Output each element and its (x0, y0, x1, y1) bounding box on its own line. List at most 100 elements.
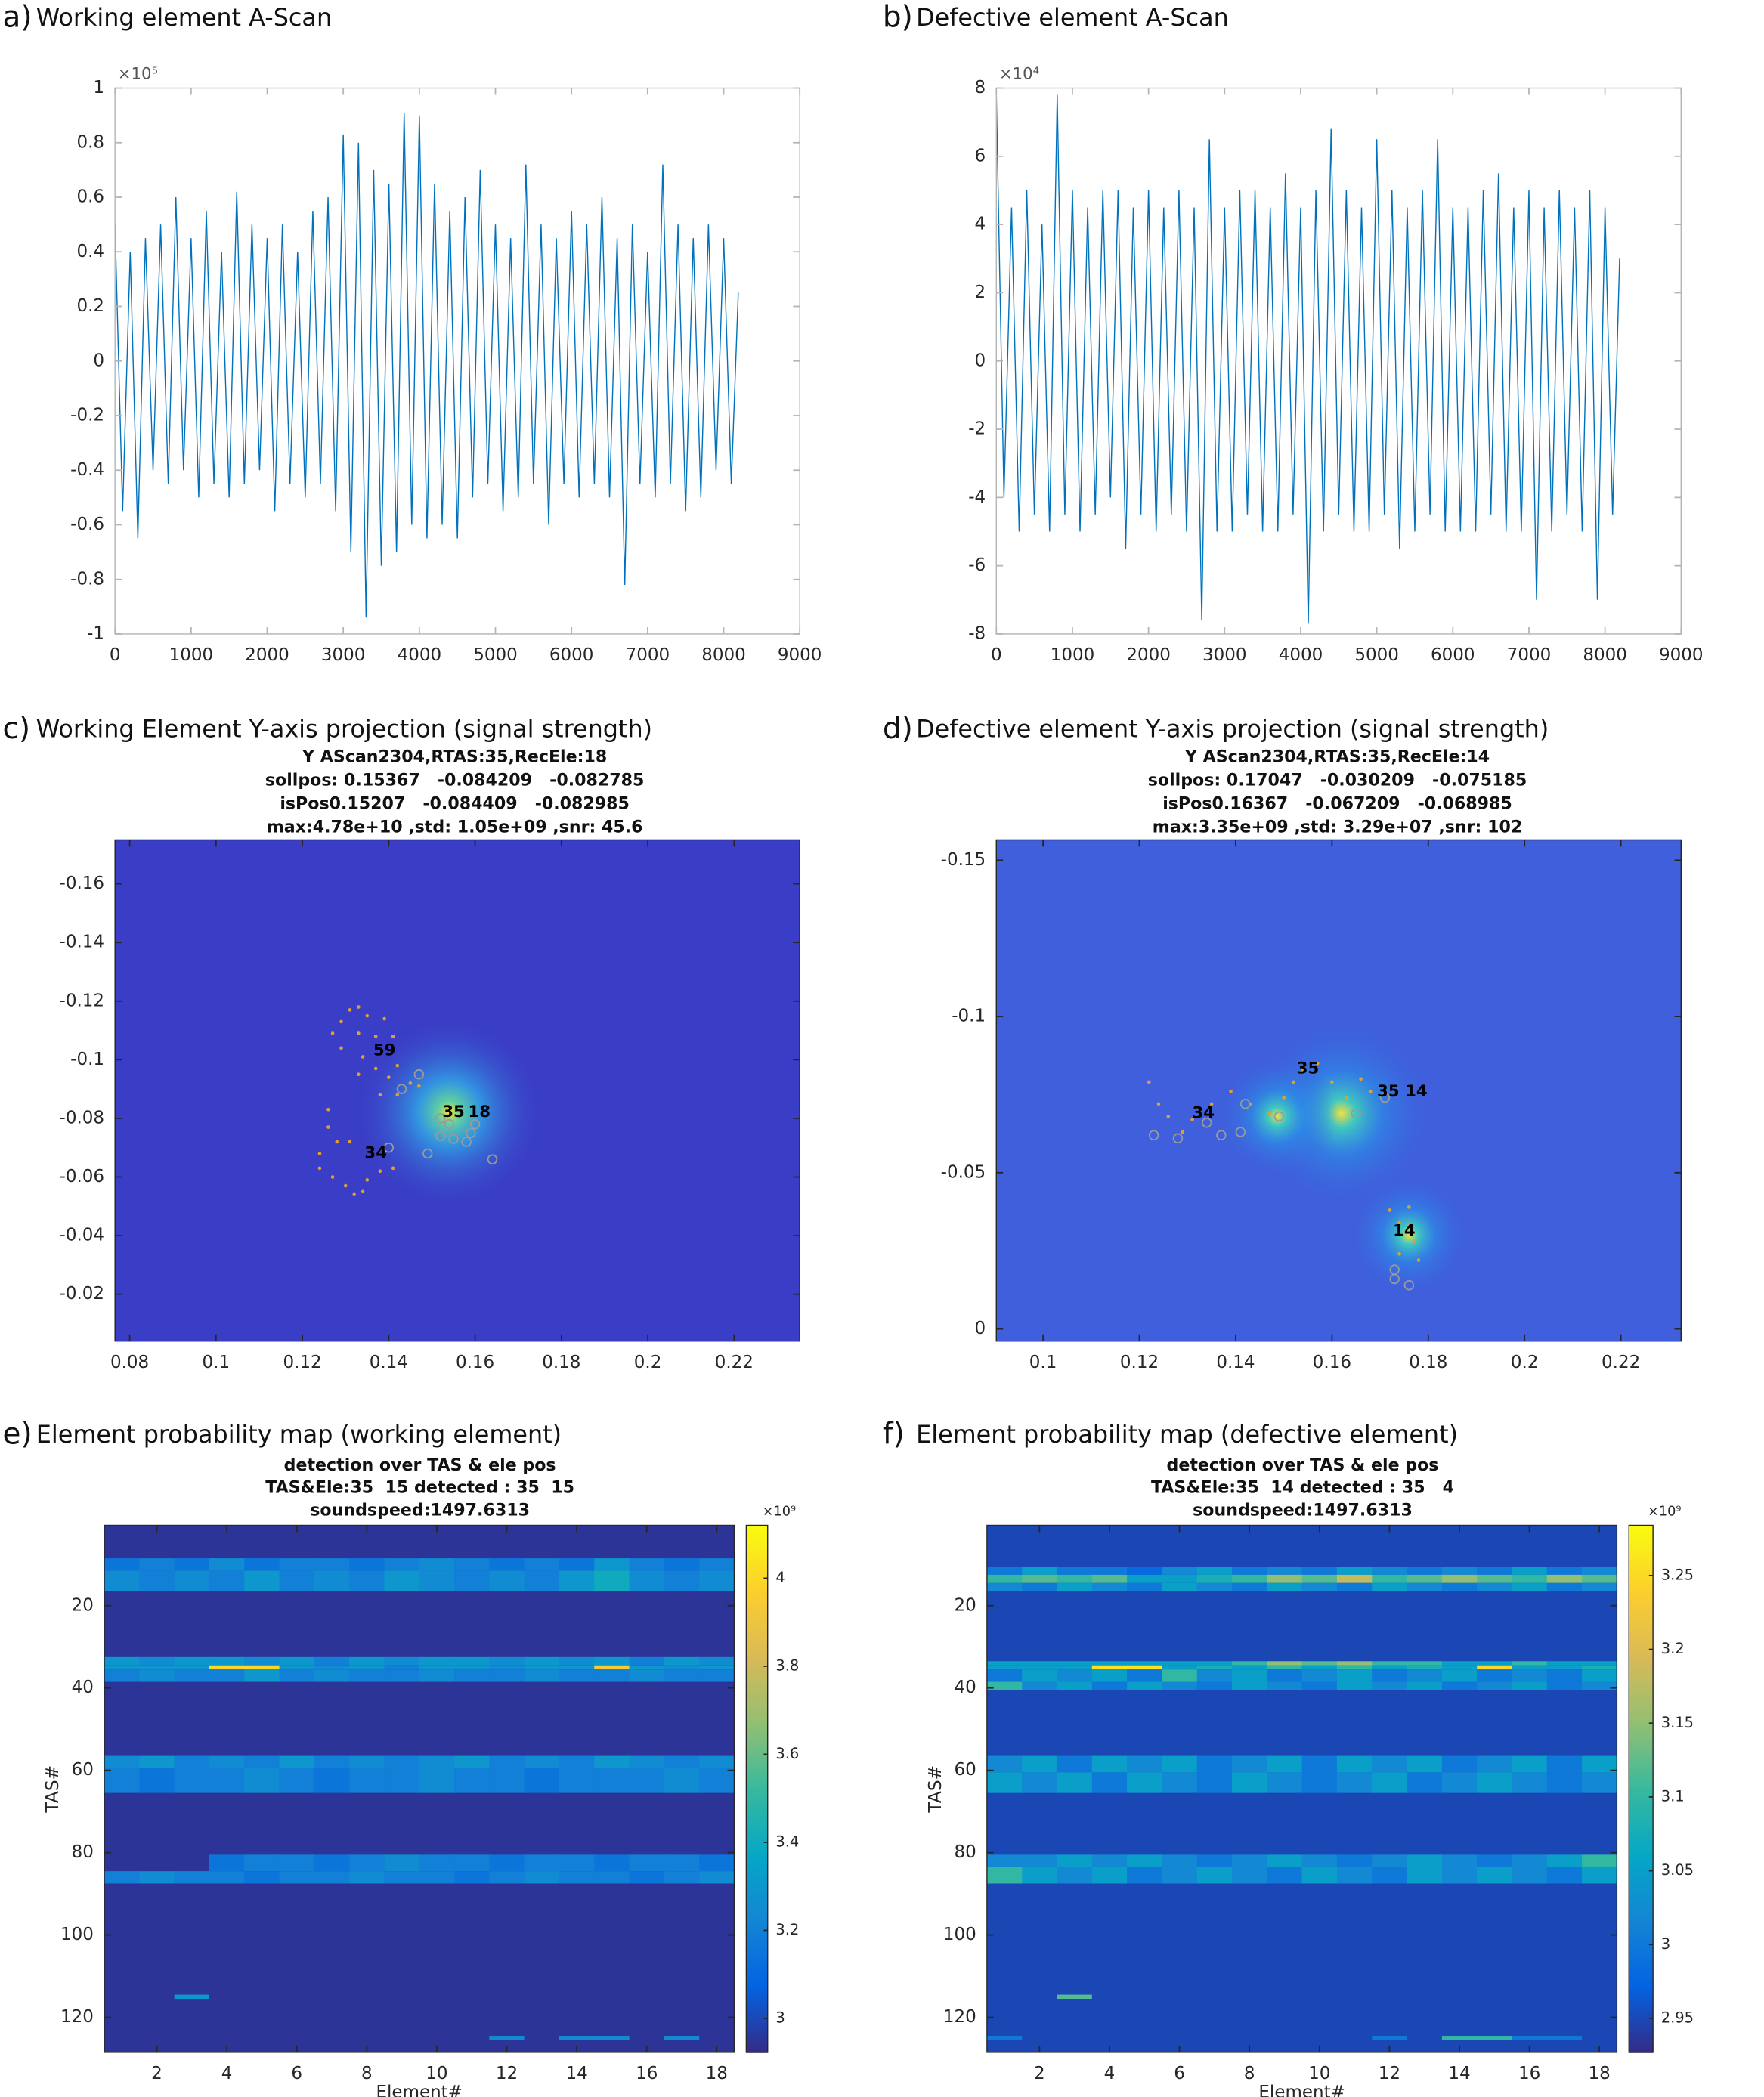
heatmap-cell (314, 1570, 350, 1591)
heatmap-cell (664, 1994, 700, 2000)
heatmap-cell (384, 1669, 420, 1682)
colorbar-slice (1629, 1947, 1654, 1953)
heatmap-cell (1407, 1772, 1443, 1793)
x-tick-label: 0.22 (715, 1353, 754, 1372)
chart-title: soundspeed:1497.6313 (310, 1500, 530, 1520)
colorbar-slice (1629, 1872, 1654, 1878)
x-axis-label: Element# (1258, 2083, 1345, 2097)
candidate-circle (1239, 1099, 1251, 1109)
heatmap-cell (419, 1570, 455, 1591)
heatmap-cell (244, 2036, 280, 2040)
candidate-dot (373, 1034, 378, 1038)
colorbar-slice (1629, 1981, 1654, 1987)
candidate-dot (378, 1169, 382, 1174)
heatmap-cell (419, 1768, 455, 1793)
heatmap-cell (174, 1994, 210, 2000)
colorbar-slice (746, 2000, 768, 2005)
colorbar-slice (1629, 1564, 1654, 1570)
heatmap-cell (1477, 1665, 1512, 1670)
colorbar-slice (746, 1529, 768, 1536)
colorbar-slice (1629, 1617, 1654, 1623)
candidate-circle (448, 1134, 459, 1144)
heatmap-cell (349, 1871, 385, 1884)
colorbar-slice (746, 2043, 768, 2049)
heatmap-cell (1057, 1566, 1093, 1575)
heatmap-cell (1267, 1994, 1303, 2000)
x-tick-label: 2000 (245, 645, 289, 665)
panel-caption: Element probability map (defective eleme… (916, 1420, 1458, 1449)
heatmap-cell (489, 1669, 525, 1682)
colorbar-slice (746, 1578, 768, 1583)
heatmap-cell (1477, 1566, 1512, 1575)
heatmap-cell (419, 1669, 455, 1682)
heatmap-cell (1477, 1867, 1512, 1884)
heatmap-cell (314, 1768, 350, 1793)
colorbar-slice (746, 2030, 768, 2036)
heatmap-cell (524, 1854, 560, 1872)
x-tick-label: 14 (565, 2064, 587, 2083)
colorbar-slice (1629, 1811, 1654, 1816)
colorbar-slice (746, 1911, 768, 1917)
heatmap-cell (1232, 1665, 1267, 1670)
heatmap-cell (1022, 1574, 1058, 1583)
candidate-dot (1315, 1061, 1320, 1066)
heatmap-cell (1127, 1867, 1162, 1884)
heatmap-cell (1301, 1574, 1338, 1583)
colorbar-slice (746, 1622, 768, 1628)
candidate-dot (373, 1066, 378, 1071)
heatmap-cell (1232, 1755, 1267, 1773)
heatmap-cell (1057, 1665, 1093, 1670)
heatmap-cell (244, 1871, 280, 1884)
chart-title: isPos0.16367 -0.067209 -0.068985 (1162, 794, 1512, 814)
heatmap-cell (419, 2036, 455, 2040)
heatmap-cell (1582, 1772, 1617, 1793)
heatmap-cell (1407, 1681, 1443, 1690)
heatmap-cell (559, 1871, 595, 1884)
heatmap-cell (1162, 1681, 1198, 1690)
candidate-circle (1201, 1117, 1212, 1128)
y-tick-label: -0.8 (70, 569, 104, 589)
candidate-dot (365, 1013, 370, 1018)
colorbar-slice (1629, 1745, 1654, 1750)
heatmap-cell (594, 1755, 630, 1768)
colorbar-slice (1629, 1969, 1654, 1975)
x-tick-label: 10 (1308, 2064, 1330, 2083)
heatmap-cell (279, 1871, 315, 1884)
heatmap-cell (1336, 1669, 1373, 1682)
colorbar-slice (1629, 1959, 1654, 1966)
heatmap-cell (629, 1768, 665, 1793)
colorbar-slice (1629, 2021, 1654, 2027)
colorbar-slice (1629, 1718, 1654, 1724)
heatmap-cell (1546, 1772, 1583, 1793)
heatmap-cell (664, 1656, 700, 1666)
heatmap-cell (244, 1768, 280, 1793)
candidate-dot (1345, 1096, 1348, 1100)
colorbar-slice (1629, 1749, 1654, 1755)
y-tick-label: 0.4 (76, 242, 104, 261)
candidate-dot (1156, 1102, 1161, 1106)
colorbar-slice (746, 1653, 768, 1658)
heatmap-cell (1336, 1661, 1373, 1666)
candidate-dot (1209, 1102, 1214, 1106)
heatmap-cell (419, 1871, 455, 1884)
colorbar-slice (1629, 1789, 1654, 1794)
colorbar-exponent: ×10⁹ (1648, 1504, 1681, 1520)
x-tick-label: 0.08 (110, 1353, 149, 1372)
colorbar-slice (746, 1881, 768, 1886)
candidate-dot (357, 1072, 361, 1077)
heatmap-cell (524, 2036, 560, 2040)
heatmap-cell (1232, 1669, 1267, 1682)
heatmap-cell (629, 2036, 665, 2040)
colorbar-slice (1629, 2025, 1654, 2031)
colorbar-slice (746, 1833, 768, 1838)
colorbar-slice (746, 1986, 768, 1992)
heatmap-cell (1057, 1681, 1093, 1690)
heatmap-cell (174, 1871, 210, 1884)
heatmap-cell (384, 2036, 420, 2040)
heatmap-cell (454, 1669, 490, 1682)
colorbar-slice (1629, 1986, 1654, 1992)
heatmap-cell (1267, 1867, 1303, 1884)
heatmap-cell (1267, 1582, 1303, 1591)
colorbar-tick-label: 3.6 (775, 1745, 799, 1762)
heatmap-cell (1441, 1582, 1478, 1591)
